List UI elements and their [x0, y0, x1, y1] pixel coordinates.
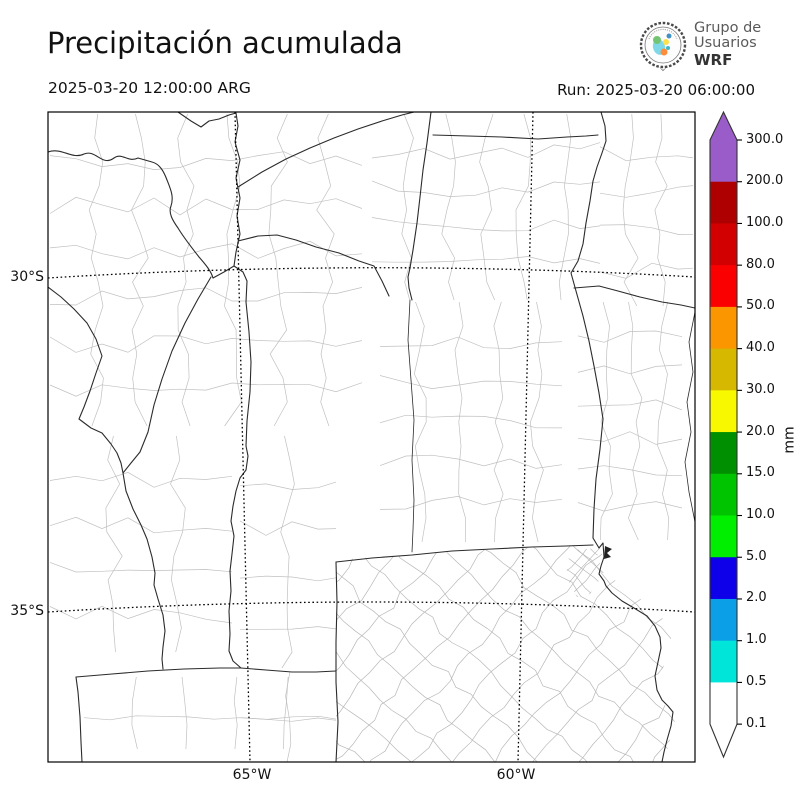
valid-time-label: 2025-03-20 12:00:00 ARG — [48, 79, 251, 97]
colorbar-tick-label: 2.0 — [746, 590, 767, 606]
colorbar-tick-label: 0.5 — [746, 673, 767, 689]
colorbar-tick-label: 10.0 — [746, 507, 775, 523]
colorbar-tick-label: 80.0 — [746, 256, 775, 272]
wrf-logo-emblem — [639, 21, 687, 71]
colorbar-tick-label: 300.0 — [746, 131, 784, 147]
page-title: Precipitación acumulada — [47, 26, 403, 60]
colorbar-tick-label: 15.0 — [746, 465, 775, 481]
logo-text-line1: Grupo de — [694, 20, 762, 36]
colorbar-tick-label: 40.0 — [746, 340, 775, 356]
colorbar-tick-label: 30.0 — [746, 381, 775, 397]
lon-label-60w: 60°W — [496, 767, 536, 783]
colorbar-units-label: mm — [781, 426, 798, 454]
colorbar-tick-label: 100.0 — [746, 214, 784, 230]
run-time-label: Run: 2025-03-20 06:00:00 — [557, 81, 755, 99]
colorbar-tick-label: 50.0 — [746, 298, 775, 314]
colorbar-tick-label: 200.0 — [746, 173, 784, 189]
lat-label-30s: 30°S — [10, 269, 44, 285]
lat-label-35s: 35°S — [10, 603, 44, 619]
colorbar-tick-label: 5.0 — [746, 548, 767, 564]
colorbar-tick-label: 0.1 — [746, 715, 767, 731]
lon-label-65w: 65°W — [232, 767, 272, 783]
colorbar-tick-label: 20.0 — [746, 423, 775, 439]
logo-text-line2: Usuarios — [694, 35, 757, 51]
logo-text-wrf: WRF — [694, 51, 733, 69]
colorbar-tick-label: 1.0 — [746, 632, 767, 648]
